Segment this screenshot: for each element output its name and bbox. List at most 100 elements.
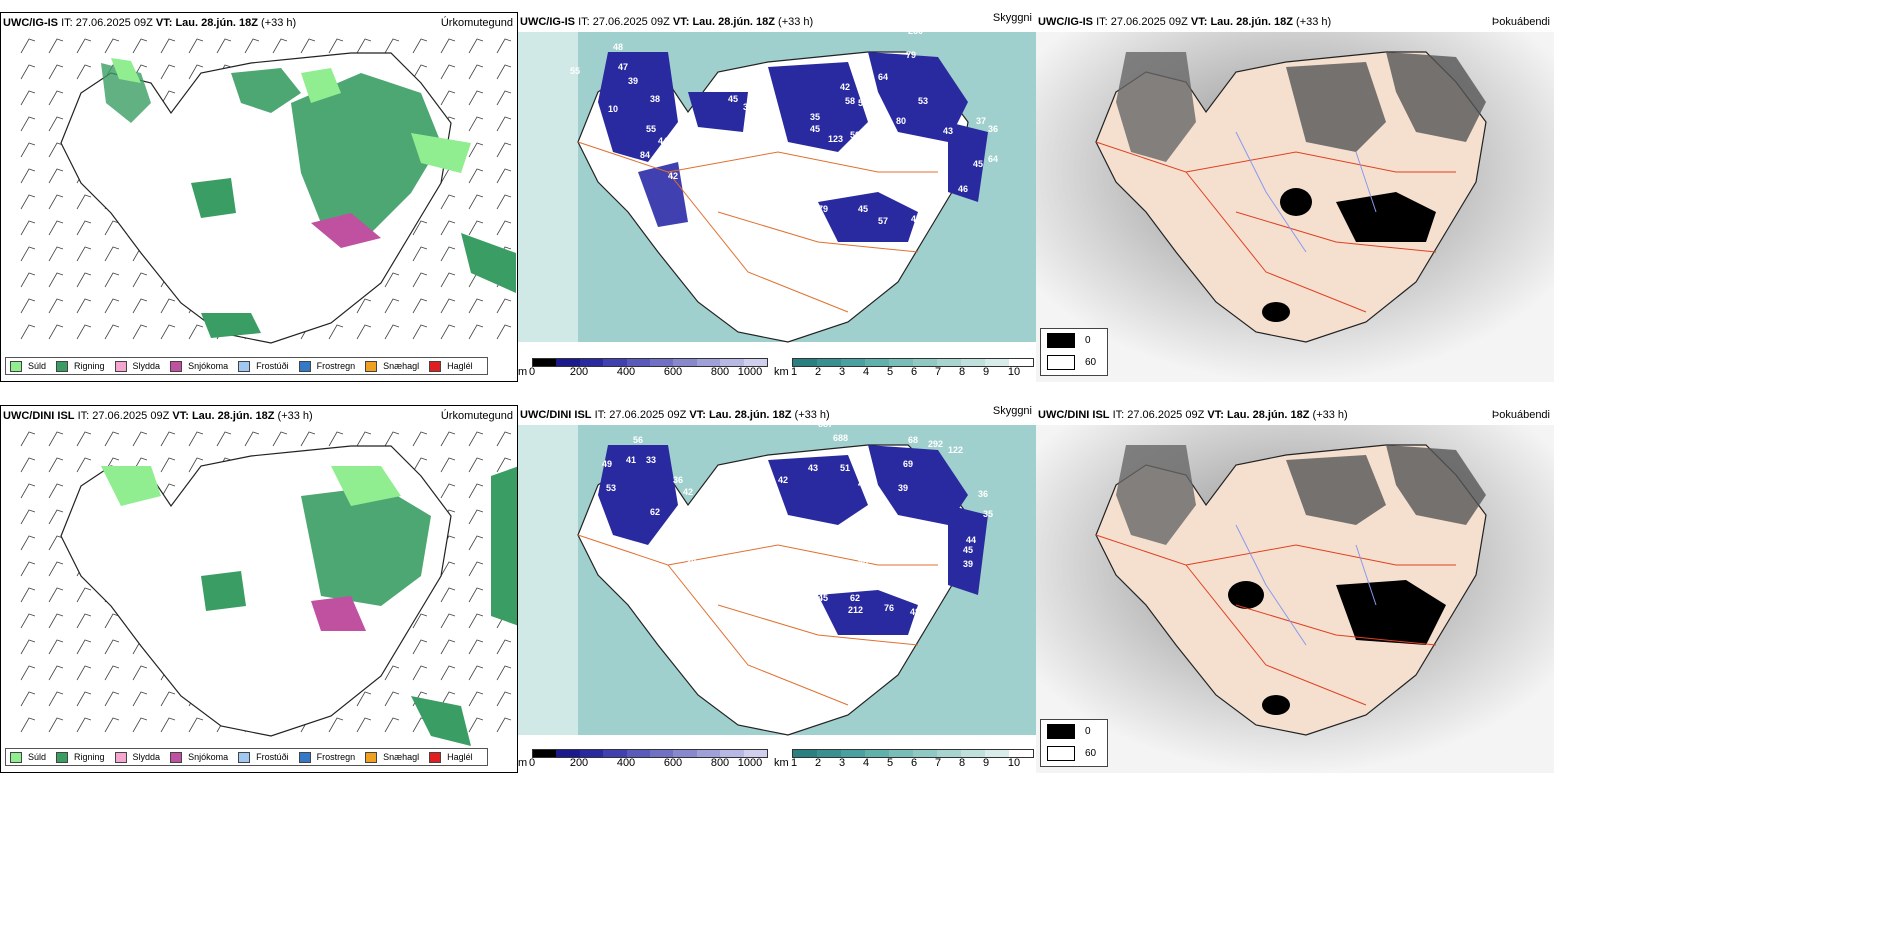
cloud-top-label: 79 xyxy=(818,204,828,214)
cloud-top-label: 43 xyxy=(808,463,818,473)
cloud-top-label: 53 xyxy=(918,96,928,106)
panel-header: UWC/IG-IS IT: 27.06.2025 09Z VT: Lau. 28… xyxy=(1038,16,1550,28)
cloud-panel-row1: UWC/IG-IS IT: 27.06.2025 09Z VT: Lau. 28… xyxy=(518,12,1036,382)
cloud-top-label: 44 xyxy=(838,154,848,164)
cloud-top-label: 42 xyxy=(743,485,753,495)
panel-title: Úrkomutegund xyxy=(440,17,513,29)
cloud-top-label: 62 xyxy=(650,507,660,517)
fog-legend: 0 60 xyxy=(1040,719,1108,767)
fog-panel-row1: UWC/IG-IS IT: 27.06.2025 09Z VT: Lau. 28… xyxy=(1036,12,1554,382)
cloud-top-label: 50 xyxy=(850,130,860,140)
cloud-top-label: 38 xyxy=(686,557,696,567)
cloud-top-label: 44 xyxy=(966,535,976,545)
legend-item: Rigning xyxy=(56,360,105,372)
cloud-top-label: 42 xyxy=(928,154,938,164)
cloud-top-label: 62 xyxy=(850,593,860,603)
cloud-top-label: 84 xyxy=(640,150,650,160)
cloud-top-label: 62 xyxy=(844,575,854,585)
cloud-top-label: 10 xyxy=(608,104,618,114)
cloud-top-label: 30 xyxy=(758,304,768,314)
legend-item: Slydda xyxy=(114,360,160,372)
cloud-top-label: 35 xyxy=(810,112,820,122)
precip-panel-row1: UWC/IG-IS IT: 27.06.2025 09Z VT: Lau. 28… xyxy=(0,12,518,382)
cloud-top-label: 50 xyxy=(863,82,873,92)
cloud-top-label: 42 xyxy=(683,487,693,497)
cloud-top-label: 38 xyxy=(718,487,728,497)
cloud-top-label: 45 xyxy=(973,159,983,169)
cloud-top-label: 80 xyxy=(896,116,906,126)
legend-item: Frostregn xyxy=(298,751,355,763)
cloud-top-label: 41 xyxy=(626,455,636,465)
fog-panel-row2: UWC/DINI ISL IT: 27.06.2025 09Z VT: Lau.… xyxy=(1036,405,1554,773)
precip-panel-row2: UWC/DINI ISL IT: 27.06.2025 09Z VT: Lau.… xyxy=(0,405,518,773)
cloud-top-label: 122 xyxy=(948,445,963,455)
cloud-base-colorbar: m 0 200 400 600 800 1000 xyxy=(518,358,768,380)
cloud-top-label: 51 xyxy=(840,463,850,473)
precip-legend: Súld Rigning Slydda Snjókoma Frostúði Fr… xyxy=(5,748,488,766)
cloud-top-label: 48 xyxy=(910,607,920,617)
cloud-top-label: 64 xyxy=(988,154,998,164)
fog-map xyxy=(1036,32,1554,382)
cloud-top-label: 45 xyxy=(858,479,868,489)
cloud-top-label: 887 xyxy=(818,419,833,429)
legend-item: Snjókoma xyxy=(170,360,228,372)
cloud-top-label: 98 xyxy=(696,563,706,573)
cloud-top-label: 35 xyxy=(983,509,993,519)
cloud-top-label: 123 xyxy=(868,527,883,537)
cloud-top-label: 36 xyxy=(988,124,998,134)
panel-header: UWC/DINI ISL IT: 27.06.2025 09Z VT: Lau.… xyxy=(520,405,1032,421)
legend-item: Haglél xyxy=(429,360,473,372)
legend-item: Frostregn xyxy=(298,360,355,372)
cloud-top-label: 47 xyxy=(618,62,628,72)
cloud-top-label: 69 xyxy=(903,459,913,469)
cloud-top-label: 42 xyxy=(840,82,850,92)
cloud-top-label: 150 xyxy=(708,169,723,179)
legend-item: Snjókoma xyxy=(170,751,228,763)
cloud-top-label: 688 xyxy=(833,433,848,443)
panel-title: Úrkomutegund xyxy=(440,410,513,422)
cloud-top-label: 53 xyxy=(780,582,790,592)
cloud-top-label: 68 xyxy=(908,435,918,445)
cloud-top-label: 49 xyxy=(716,592,726,602)
cloud-top-label: 43 xyxy=(943,126,953,136)
cloud-top-label: 38 xyxy=(650,94,660,104)
legend-item: Frostúði xyxy=(238,360,289,372)
cloud-top-label: 42 xyxy=(778,475,788,485)
cloud-top-label: 48 xyxy=(613,42,623,52)
precip-map xyxy=(20,431,517,746)
cloud-top-label: 56 xyxy=(633,435,643,445)
legend-item: Snæhagl xyxy=(365,751,419,763)
panel-header: UWC/DINI ISL IT: 27.06.2025 09Z VT: Lau.… xyxy=(3,410,513,422)
cloud-top-label: 37 xyxy=(743,102,753,112)
legend-item: Súld xyxy=(10,751,46,763)
legend-item: Snæhagl xyxy=(365,360,419,372)
cloud-top-label: 41 xyxy=(766,92,776,102)
legend-item: Rigning xyxy=(56,751,105,763)
cloud-top-label: 42 xyxy=(668,171,678,181)
cloud-top-label: 58 xyxy=(845,96,855,106)
cloud-top-label: 55 xyxy=(646,124,656,134)
cloud-top-label: 55 xyxy=(570,66,580,76)
cloud-top-label: 49 xyxy=(602,459,612,469)
cloud-top-label: 123 xyxy=(828,134,843,144)
panel-title: Skyggni xyxy=(992,12,1032,24)
cloud-top-label: 56 xyxy=(760,707,770,717)
cloud-top-label: 46 xyxy=(958,184,968,194)
precip-legend: Súld Rigning Slydda Snjókoma Frostúði Fr… xyxy=(5,357,488,375)
cloud-top-label: 40 xyxy=(938,535,948,545)
legend-item: Súld xyxy=(10,360,46,372)
panel-title: Þokuábendi xyxy=(1491,409,1550,421)
fog-legend: 0 60 xyxy=(1040,328,1108,376)
precip-map xyxy=(20,38,516,344)
visibility-colorbar: km 1 2 3 4 5 6 7 8 9 10 xyxy=(774,358,1036,380)
cloud-base-colorbar: m 0 200 400 600 800 1000 xyxy=(518,749,768,771)
cloud-top-label: 41 xyxy=(680,531,690,541)
cloud-top-label: 44 xyxy=(658,136,668,146)
panel-header: UWC/DINI ISL IT: 27.06.2025 09Z VT: Lau.… xyxy=(1038,409,1550,421)
cloud-top-label: 76 xyxy=(884,603,894,613)
cloud-top-label: 36 xyxy=(978,489,988,499)
